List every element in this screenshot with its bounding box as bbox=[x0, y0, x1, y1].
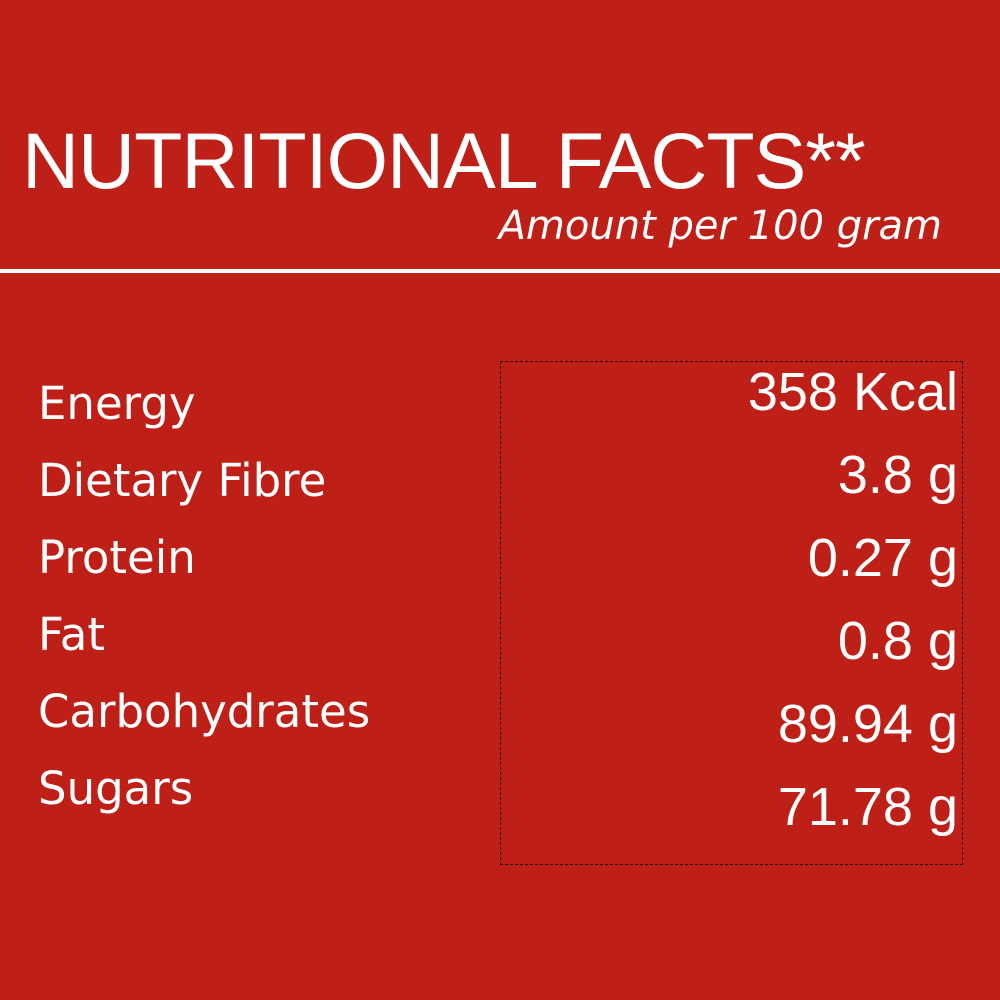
nutrient-value: 71.78 g bbox=[777, 777, 958, 837]
nutrient-label: Fat bbox=[38, 608, 105, 661]
nutrient-label: Sugars bbox=[38, 762, 194, 815]
nutrient-label: Carbohydrates bbox=[38, 685, 371, 738]
nutrient-value: 0.8 g bbox=[837, 611, 958, 671]
serving-size-subtitle: Amount per 100 gram bbox=[498, 203, 942, 249]
nutrient-label: Energy bbox=[38, 377, 196, 430]
values-box bbox=[500, 361, 963, 865]
nutrient-labels: Energy Dietary Fibre Protein Fat Carbohydrat… bbox=[38, 372, 370, 834]
nutrient-values: 358 Kcal 3.8 g 0.27 g 0.8 g 89.94 g 71.78 g bbox=[748, 360, 958, 858]
header-divider bbox=[0, 269, 1000, 273]
nutrient-value: 89.94 g bbox=[777, 694, 958, 754]
nutrient-value: 358 Kcal bbox=[747, 362, 958, 422]
nutrient-label: Protein bbox=[38, 531, 196, 584]
nutrient-value: 0.27 g bbox=[807, 528, 958, 588]
nutrient-value: 3.8 g bbox=[837, 445, 958, 505]
nutrient-label: Dietary Fibre bbox=[38, 454, 327, 507]
page-title: NUTRITIONAL FACTS** bbox=[22, 116, 866, 205]
